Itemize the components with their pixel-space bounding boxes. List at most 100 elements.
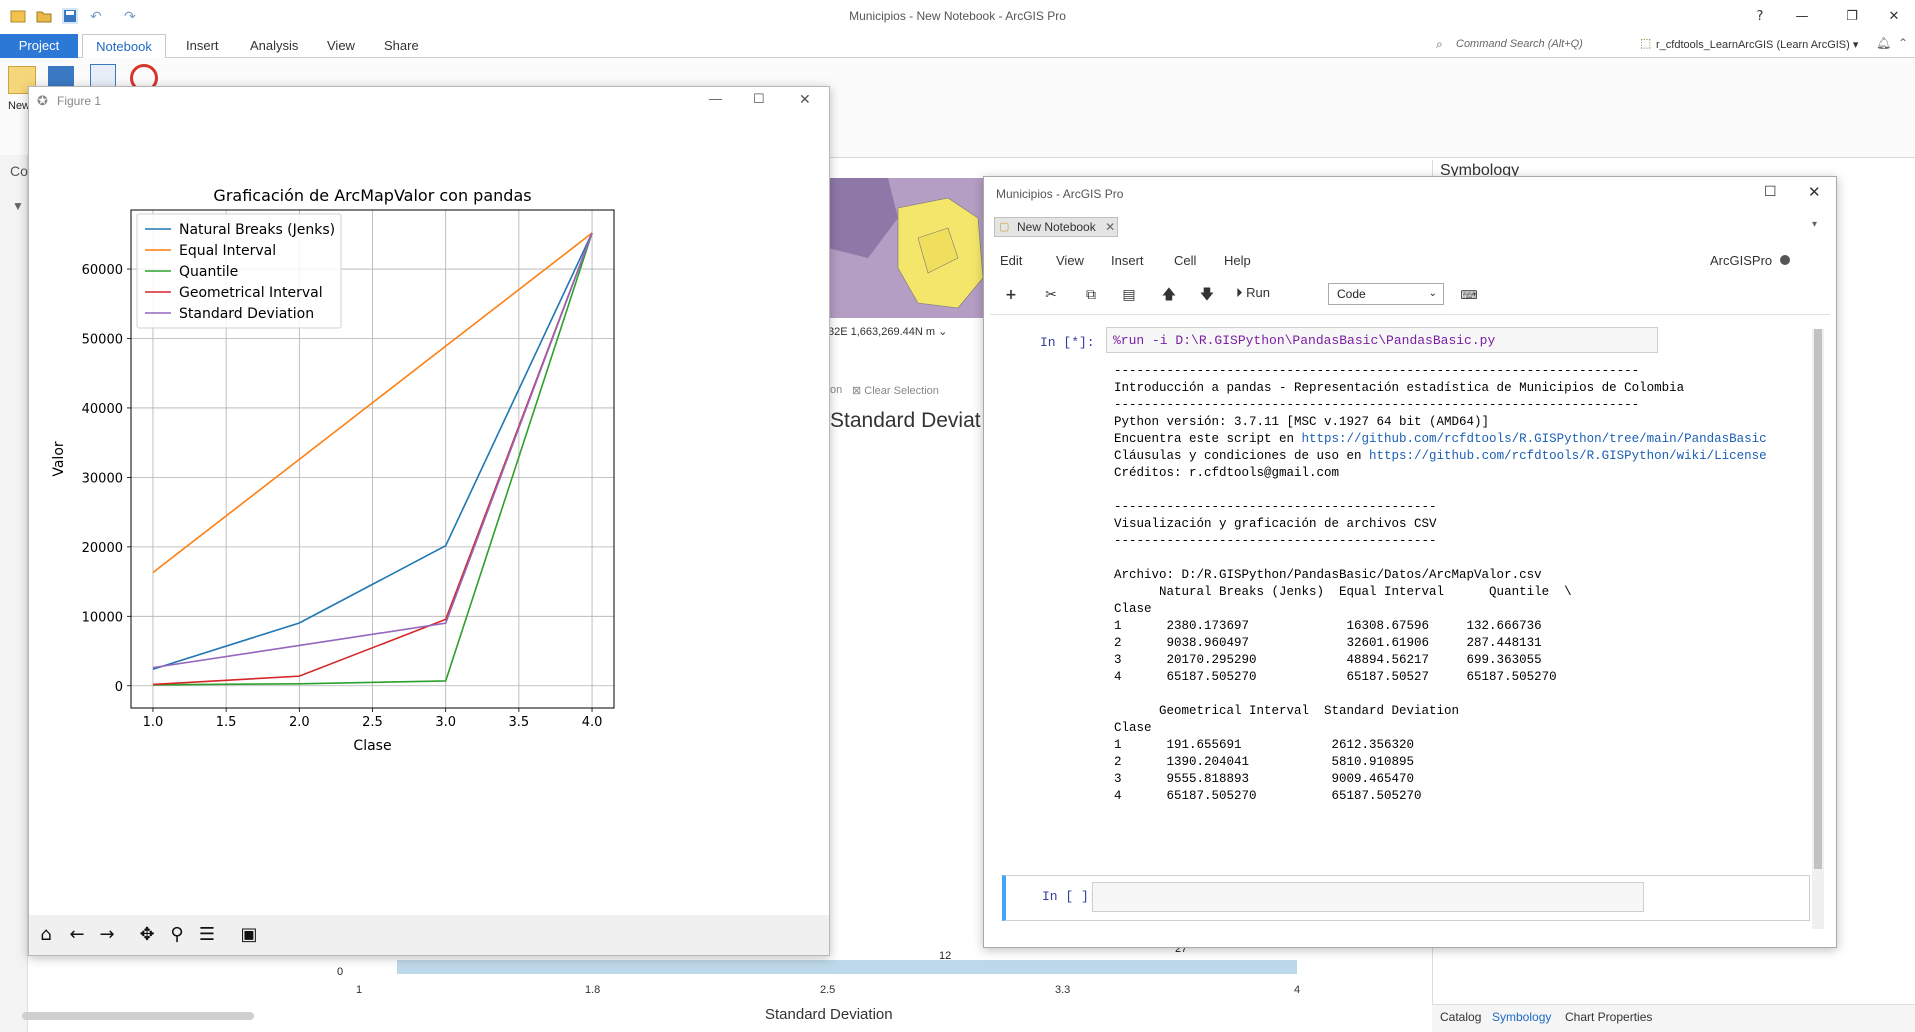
ribbon-collapse-icon[interactable]: ⌃ xyxy=(1898,36,1909,50)
move-up-icon[interactable]: 🡅 xyxy=(1161,287,1177,303)
tab-catalog[interactable]: Catalog xyxy=(1440,1010,1482,1024)
contents-pane-label: Co xyxy=(10,163,28,179)
tab-notebook[interactable]: Notebook xyxy=(82,34,166,59)
app-titlebar: ↶ ↷ Municipios - New Notebook - ArcGIS P… xyxy=(0,0,1915,34)
series-line xyxy=(152,232,593,669)
home-icon[interactable]: ⌂ xyxy=(40,924,52,945)
run-button[interactable]: ⏵︎ Run xyxy=(1236,285,1270,300)
folder-icon[interactable] xyxy=(36,8,52,24)
output-line: Encuentra este script en https://github.… xyxy=(1114,432,1767,446)
tab-project[interactable]: Project xyxy=(0,34,78,58)
ribbon-new-label: New xyxy=(8,100,31,112)
output-line: Natural Breaks (Jenks) Equal Interval Qu… xyxy=(1114,585,1572,599)
legend-label: Natural Breaks (Jenks) xyxy=(179,222,335,238)
y-tick-label: 20000 xyxy=(82,541,123,556)
copy-icon[interactable]: ⧉ xyxy=(1086,287,1096,303)
license-link[interactable]: https://github.com/rcfdtools/R.GISPython… xyxy=(1369,449,1767,463)
maximize-icon[interactable]: ☐ xyxy=(1764,183,1777,199)
notification-bell-icon[interactable]: 🔔︎ xyxy=(1876,36,1892,50)
kernel-name: ArcGISPro xyxy=(1710,253,1773,268)
save-icon[interactable]: ▣ xyxy=(240,924,258,945)
back-icon[interactable]: ← xyxy=(69,924,85,945)
table-row: 2 1390.204041 5810.910895 xyxy=(1114,755,1415,769)
y-axis-label: Valor xyxy=(51,441,67,477)
keyboard-icon[interactable]: ⌨ xyxy=(1460,288,1478,302)
close-icon[interactable]: ✕ xyxy=(799,91,811,107)
close-tab-icon[interactable]: ✕ xyxy=(1105,220,1116,234)
code-cell-empty[interactable]: In [ ]: xyxy=(1002,875,1810,921)
menu-view[interactable]: View xyxy=(1056,253,1084,268)
maximize-icon[interactable]: ☐ xyxy=(753,91,765,106)
menu-help[interactable]: Help xyxy=(1224,253,1251,268)
close-icon[interactable]: ✕ xyxy=(1808,184,1821,201)
output-line: ----------------------------------------… xyxy=(1114,534,1437,548)
output-line: Python versión: 3.7.11 [MSC v.1927 64 bi… xyxy=(1114,415,1490,429)
x-tick-label: 2.0 xyxy=(289,715,310,730)
figure-canvas: 1.0 1.5 2.0 2.5 3.0 3.5 4.0 0 10000 20000 30000 400… xyxy=(29,115,829,915)
cut-icon[interactable]: ✂ xyxy=(1045,287,1057,303)
tab-view[interactable]: View xyxy=(327,38,355,53)
tab-chart-properties[interactable]: Chart Properties xyxy=(1565,1010,1653,1024)
y-tick-label: 10000 xyxy=(82,610,123,625)
y-tick-label: 60000 xyxy=(82,263,123,278)
output-line: Visualización y graficación de archivos … xyxy=(1114,517,1437,531)
cell-type-select[interactable]: Code ⌄ xyxy=(1328,283,1444,305)
save-project-icon[interactable] xyxy=(62,8,78,24)
horizontal-scrollbar[interactable] xyxy=(22,1012,254,1020)
command-search-input[interactable]: Command Search (Alt+Q) xyxy=(1456,38,1583,50)
paste-icon[interactable]: ▤ xyxy=(1122,287,1136,303)
configure-icon[interactable]: ☰ xyxy=(198,924,216,945)
zoom-icon[interactable]: ⚲ xyxy=(170,924,184,945)
forward-icon[interactable]: → xyxy=(99,924,115,945)
menu-insert[interactable]: Insert xyxy=(1111,253,1144,268)
vertical-scrollbar[interactable] xyxy=(1812,329,1824,929)
code-cell-input[interactable]: %run -i D:\R.GISPython\PandasBasic\Panda… xyxy=(1106,327,1658,353)
restore-icon[interactable]: ❐ xyxy=(1846,9,1858,24)
user-account-menu[interactable]: r_cfdtools_LearnArcGIS (Learn ArcGIS) ▾ xyxy=(1656,39,1859,51)
help-button[interactable]: ? xyxy=(1756,9,1764,24)
y-tick-label: 50000 xyxy=(82,332,123,347)
histogram-xlabel: Standard Deviation xyxy=(765,1006,893,1023)
menu-edit[interactable]: Edit xyxy=(1000,253,1023,268)
filter-icon[interactable]: ▼ xyxy=(12,199,24,213)
tab-insert[interactable]: Insert xyxy=(186,38,219,53)
move-down-icon[interactable]: 🡇 xyxy=(1199,287,1215,303)
scrollbar-thumb[interactable] xyxy=(1814,329,1822,869)
histogram-tick: 3.3 xyxy=(1055,984,1071,996)
coordinate-readout: 32E 1,663,269.44N m ⌄ xyxy=(828,326,948,338)
x-tick-label: 2.5 xyxy=(362,715,383,730)
legend-label: Standard Deviation xyxy=(179,306,314,322)
kernel-busy-indicator xyxy=(1780,255,1790,265)
histogram-tick: 1 xyxy=(356,984,363,996)
clear-selection-button[interactable]: ⊠ Clear Selection xyxy=(852,385,939,397)
figure-toolbar: ⌂ ← → ✥ ⚲ ☰ ▣ xyxy=(29,915,829,955)
tab-analysis[interactable]: Analysis xyxy=(250,38,299,53)
undo-icon[interactable]: ↶ xyxy=(90,8,102,24)
x-tick-label: 3.0 xyxy=(435,715,456,730)
tab-share[interactable]: Share xyxy=(384,38,419,53)
tab-dropdown-icon[interactable]: ▾ xyxy=(1812,219,1818,230)
minimize-icon[interactable]: — xyxy=(709,91,722,106)
redo-icon[interactable]: ↷ xyxy=(124,8,136,24)
table-row: 2 9038.960497 32601.61906 287.448131 xyxy=(1114,636,1542,650)
open-project-icon[interactable] xyxy=(10,8,26,24)
pan-icon[interactable]: ✥ xyxy=(139,924,155,945)
add-cell-icon[interactable]: + xyxy=(1005,287,1017,303)
minimize-icon[interactable]: — xyxy=(1795,9,1809,24)
histogram-y-zero: 0 xyxy=(337,966,344,978)
table-row: 4 65187.505270 65187.505270 xyxy=(1114,789,1422,803)
output-line: Clase xyxy=(1114,721,1152,735)
notebook-icon: ▢ xyxy=(999,221,1010,233)
tab-symbology[interactable]: Symbology xyxy=(1492,1010,1552,1024)
menu-cell[interactable]: Cell xyxy=(1174,253,1197,268)
script-link[interactable]: https://github.com/rcfdtools/R.GISPython… xyxy=(1301,432,1767,446)
tab-new-notebook[interactable]: ▢ New Notebook ✕ xyxy=(994,217,1118,237)
close-icon[interactable]: ✕ xyxy=(1888,9,1900,24)
figure-titlebar[interactable]: ✪ Figure 1 — ☐ ✕ xyxy=(29,87,829,115)
map-view[interactable] xyxy=(828,178,983,318)
table-row: 3 9555.818893 9009.465470 xyxy=(1114,772,1415,786)
figure-window: ✪ Figure 1 — ☐ ✕ 1.0 1.5 2.0 2.5 3.0 3.5 4.0 0 1… xyxy=(28,86,830,956)
cell-output: ----------------------------------------… xyxy=(1114,363,1794,805)
code-cell-input[interactable] xyxy=(1092,882,1644,912)
histogram-tick: 1.8 xyxy=(585,984,601,996)
